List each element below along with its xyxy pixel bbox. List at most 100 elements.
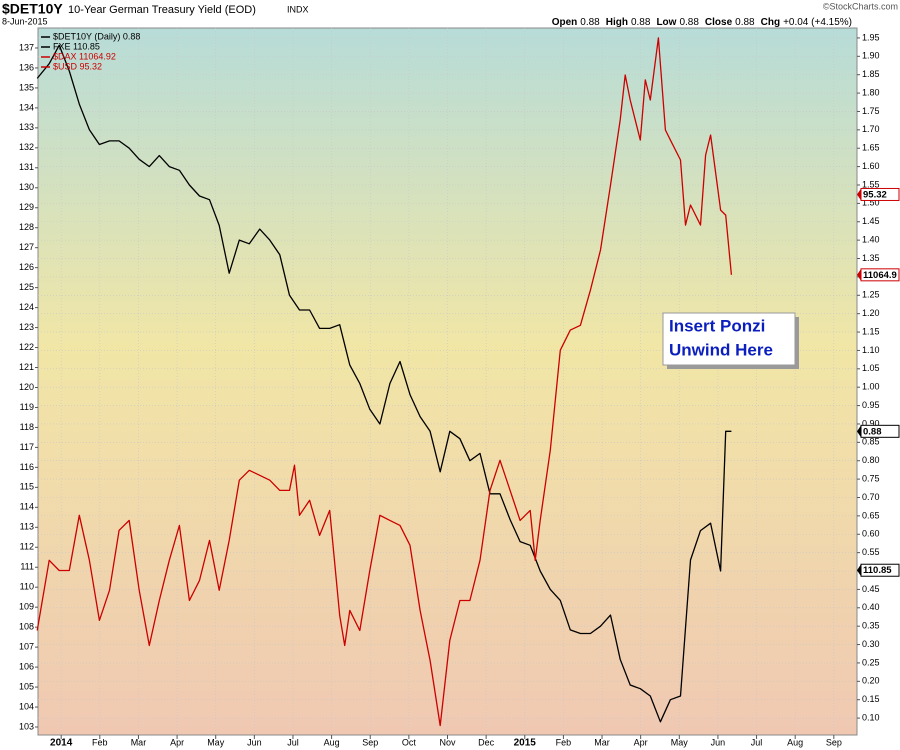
- y-tick-label: 125: [19, 282, 34, 292]
- x-tick-label: Jul: [751, 737, 763, 747]
- last-value-label: 11064.9: [863, 270, 897, 281]
- y2-tick-label: 1.00: [862, 382, 880, 392]
- y2-tick-label: 1.80: [862, 87, 880, 97]
- y2-tick-label: 1.50: [862, 198, 880, 208]
- x-tick-label: Sep: [826, 737, 842, 747]
- x-tick-label: Sep: [362, 737, 378, 747]
- y2-tick-label: 0.20: [862, 676, 880, 686]
- badge-pointer: [857, 268, 861, 281]
- credit: ©StockCharts.com: [823, 1, 898, 11]
- last-value-label: 0.88: [863, 426, 882, 437]
- last-value-label: 95.32: [863, 189, 887, 200]
- quote-label: Low: [656, 17, 676, 28]
- y-tick-label: 128: [19, 222, 34, 232]
- y-tick-label: 123: [19, 322, 34, 332]
- y2-tick-label: 0.15: [862, 694, 880, 704]
- security-name: 10-Year German Treasury Yield (EOD): [68, 4, 256, 16]
- y2-tick-label: 0.30: [862, 639, 880, 649]
- y2-tick-label: 1.55: [862, 179, 880, 189]
- x-tick-label: Jun: [711, 737, 726, 747]
- y-tick-label: 130: [19, 182, 34, 192]
- quote-label: Open: [552, 17, 578, 28]
- y-tick-label: 135: [19, 82, 34, 92]
- y2-tick-label: 0.40: [862, 602, 880, 612]
- quote-value: 0.88: [735, 17, 755, 28]
- y2-tick-label: 1.70: [862, 124, 880, 134]
- quote-value: 0.88: [679, 17, 699, 28]
- y2-tick-label: 0.45: [862, 584, 880, 594]
- y2-tick-label: 1.75: [862, 106, 880, 116]
- y2-tick-label: 0.95: [862, 400, 880, 410]
- y2-tick-label: 1.35: [862, 253, 880, 263]
- y-tick-label: 120: [19, 382, 34, 392]
- annotation-frame: [662, 312, 796, 366]
- quote-label: High: [606, 17, 628, 28]
- y2-tick-label: 1.10: [862, 345, 880, 355]
- legend-label: $DAX 11064.92: [53, 51, 116, 61]
- y2-tick-label: 1.20: [862, 308, 880, 318]
- series-line: [36, 44, 732, 723]
- y2-tick-label: 1.90: [862, 51, 880, 61]
- x-tick-label: Oct: [402, 737, 417, 747]
- y2-tick-label: 1.85: [862, 69, 880, 79]
- y-tick-label: 137: [19, 42, 34, 52]
- y-tick-label: 105: [19, 681, 34, 691]
- y2-tick-label: 0.65: [862, 510, 880, 520]
- y-tick-label: 119: [20, 402, 34, 412]
- y2-tick-label: 0.55: [862, 547, 880, 557]
- legend-label: $DET10Y (Daily) 0.88: [53, 31, 140, 41]
- y-tick-label: 121: [19, 362, 34, 372]
- x-tick-label: Aug: [324, 737, 340, 747]
- y2-tick-label: 0.60: [862, 529, 880, 539]
- quote-value: +0.04 (+4.15%): [783, 17, 852, 28]
- x-tick-label: Feb: [556, 737, 572, 747]
- x-tick-label: Mar: [594, 737, 610, 747]
- quote-value: 0.88: [580, 17, 600, 28]
- x-tick-label: Jul: [287, 737, 299, 747]
- y-tick-label: 109: [19, 602, 34, 612]
- y-tick-label: 113: [20, 522, 34, 532]
- x-tick-label: 2015: [514, 738, 537, 749]
- y-tick-label: 116: [20, 462, 34, 472]
- y-tick-label: 132: [19, 142, 34, 152]
- x-tick-label: Aug: [787, 737, 803, 747]
- y-tick-label: 115: [20, 482, 34, 492]
- x-tick-label: Mar: [131, 737, 147, 747]
- y2-tick-label: 0.70: [862, 492, 880, 502]
- y2-tick-label: 0.90: [862, 418, 880, 428]
- x-tick-label: Jun: [247, 737, 262, 747]
- y2-tick-label: 1.60: [862, 161, 880, 171]
- exchange: INDX: [287, 4, 309, 14]
- quote-label: Close: [705, 17, 733, 28]
- badge-pointer: [857, 188, 861, 201]
- y2-tick-label: 0.35: [862, 621, 880, 631]
- x-tick-label: Dec: [478, 737, 495, 747]
- series-line: [36, 37, 733, 727]
- quote: Open 0.88 High 0.88 Low 0.88 Close 0.88 Chg +0.04…: [552, 17, 852, 28]
- y-tick-label: 126: [19, 262, 34, 272]
- y2-tick-label: 1.40: [862, 235, 880, 245]
- y2-tick-label: 0.10: [862, 712, 880, 722]
- y-tick-label: 111: [20, 562, 34, 572]
- x-tick-label: 2014: [50, 738, 73, 749]
- badge-pointer: [857, 564, 861, 577]
- annotation-box: Insert Ponzi Unwind Here: [662, 312, 799, 369]
- x-tick-label: May: [671, 737, 689, 747]
- date: 8-Jun-2015: [2, 16, 48, 26]
- quote-value: 0.88: [631, 17, 651, 28]
- y2-tick-label: 1.15: [862, 326, 880, 336]
- y2-tick-label: 1.25: [862, 290, 880, 300]
- last-value-badge: [860, 563, 900, 577]
- y-tick-label: 118: [20, 422, 34, 432]
- annotation-text: Unwind Here: [669, 340, 773, 359]
- y-tick-label: 110: [20, 582, 34, 592]
- y-tick-label: 131: [19, 162, 34, 172]
- x-tick-label: Apr: [634, 737, 648, 747]
- symbol: $DET10Y: [2, 1, 63, 17]
- y2-tick-label: 1.95: [862, 32, 880, 42]
- y2-tick-label: 1.65: [862, 143, 880, 153]
- y-tick-label: 117: [20, 442, 34, 452]
- y2-tick-label: 1.05: [862, 363, 880, 373]
